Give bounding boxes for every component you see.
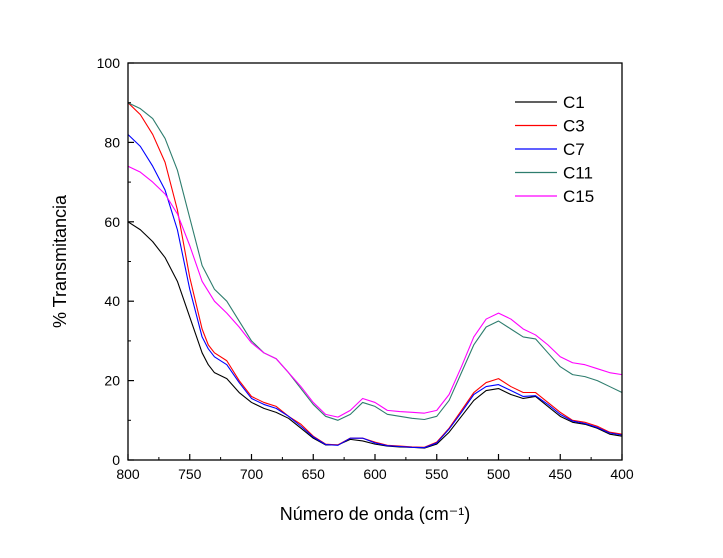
y-tick-label: 80	[104, 134, 120, 150]
legend: C1 C3 C7 C11 C15	[515, 93, 594, 206]
plot-frame	[127, 62, 623, 461]
legend-label-c7: C7	[563, 140, 585, 159]
series-line-c1	[127, 221, 623, 449]
x-tick-label: 550	[425, 466, 449, 482]
x-tick-label: 500	[487, 466, 511, 482]
y-tick-label: 100	[97, 55, 121, 71]
axis-ticks	[127, 62, 623, 461]
x-tick-label: 650	[302, 466, 326, 482]
x-tick-label: 750	[178, 466, 202, 482]
tick-labels: 800 750 700 650 600 550 500 450 400 0 20 40 60 80 100	[97, 55, 634, 482]
y-tick-label: 60	[104, 214, 120, 230]
series-line-c11	[127, 102, 623, 421]
x-tick-label: 400	[610, 466, 634, 482]
x-tick-label: 450	[549, 466, 573, 482]
legend-label-c11: C11	[563, 164, 593, 183]
x-tick-label: 700	[240, 466, 264, 482]
y-axis-title: % Transmitancia	[50, 194, 70, 328]
legend-label-c3: C3	[563, 117, 585, 136]
x-axis-title: Número de onda (cm⁻¹)	[280, 504, 471, 524]
legend-label-c15: C15	[563, 187, 594, 206]
x-tick-label: 600	[363, 466, 387, 482]
series-line-c7	[127, 134, 623, 449]
y-tick-label: 0	[112, 452, 120, 468]
y-tick-label: 20	[104, 373, 120, 389]
x-tick-label: 800	[116, 466, 140, 482]
legend-label-c1: C1	[563, 93, 585, 112]
series-line-c3	[127, 102, 623, 448]
series-line-c15	[127, 165, 623, 418]
y-tick-label: 40	[104, 293, 120, 309]
series-lines	[127, 102, 623, 449]
